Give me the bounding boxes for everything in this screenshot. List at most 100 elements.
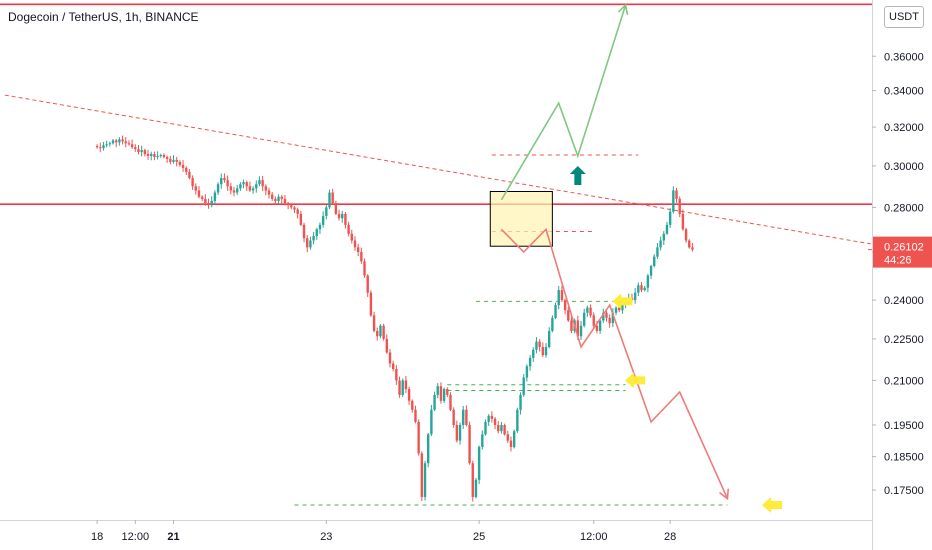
candle-body [130, 144, 134, 148]
candle-body [232, 190, 236, 193]
candle-body [659, 240, 662, 248]
y-tick-label: 0.18500 [884, 452, 924, 464]
candle-body [535, 341, 538, 350]
candle-body [99, 147, 102, 149]
candle-body [328, 192, 331, 208]
candle-body [471, 463, 474, 497]
forecast-up-path [500, 4, 627, 201]
candle-body [395, 369, 398, 381]
candle-body [226, 180, 229, 187]
candle-body [684, 229, 688, 241]
candle-body [111, 140, 115, 144]
currency-button[interactable]: USDT [884, 6, 924, 28]
candle-body [382, 325, 385, 339]
candle-body [637, 285, 640, 293]
forecast-down-path [500, 227, 729, 500]
candle-body [207, 203, 210, 206]
candle-body [500, 424, 503, 432]
candle-body [493, 418, 497, 425]
candle-body [146, 153, 150, 156]
candle-body [551, 317, 554, 331]
candle-body [385, 338, 389, 353]
candle-body [353, 240, 357, 248]
candle-body [286, 203, 290, 206]
candle-body [271, 194, 274, 199]
candle-body [417, 421, 420, 454]
candle-body [423, 463, 427, 497]
candle-body [411, 400, 414, 410]
candle-body [497, 424, 500, 432]
candle-body [592, 315, 595, 326]
candle-body [490, 415, 494, 419]
candle-body [105, 144, 108, 146]
candle-body [169, 158, 172, 162]
candle-body [427, 434, 430, 464]
candle-body [127, 143, 131, 145]
candle-body [188, 171, 191, 179]
candle-body [589, 307, 592, 316]
candle-body [442, 389, 446, 401]
y-tick-label: 0.22500 [884, 334, 924, 346]
candle-body [544, 346, 548, 356]
candle-body [611, 312, 615, 324]
candle-body [121, 139, 124, 142]
candle-body [194, 186, 197, 191]
candle-body [197, 190, 201, 197]
candle-body [102, 145, 105, 149]
candle-body [586, 307, 589, 313]
candle-body [306, 238, 309, 248]
candle-body [366, 275, 369, 293]
candle-body [108, 143, 112, 145]
candle-body [653, 256, 656, 267]
candle-body [175, 159, 178, 162]
y-tick-label: 0.28000 [884, 202, 924, 214]
candle-body [401, 380, 404, 395]
candle-body [283, 198, 287, 204]
marker-layer [569, 166, 783, 514]
candle-body [115, 140, 118, 143]
candle-body [213, 192, 217, 201]
candle-body [557, 290, 560, 306]
candle-body [618, 307, 621, 311]
x-tick-label: 21 [167, 531, 179, 543]
candle-body [538, 341, 541, 347]
candle-body [181, 164, 185, 168]
candle-body [398, 380, 401, 395]
candle-body [290, 205, 293, 208]
candle-body [643, 287, 646, 291]
candles-layer [95, 135, 694, 502]
candle-body [646, 275, 650, 288]
candle-body [675, 190, 678, 199]
candle-body [363, 261, 366, 276]
candle-body [134, 147, 137, 150]
candle-body [391, 363, 395, 370]
candle-body [430, 409, 433, 435]
candle-body [481, 434, 484, 447]
x-tick-label: 25 [473, 531, 485, 543]
candle-body [200, 196, 204, 199]
candle-body [516, 409, 519, 432]
candle-body [605, 312, 608, 318]
candle-body [484, 421, 487, 435]
candle-body [532, 349, 535, 358]
forecast-down-arrowhead [719, 488, 730, 501]
current-price-countdown: 44:26 [884, 255, 912, 267]
candle-body [621, 305, 624, 311]
candle-body [656, 247, 659, 257]
candle-body [140, 150, 143, 153]
candle-body [506, 434, 509, 441]
candle-body [312, 235, 315, 241]
candle-body [296, 209, 299, 214]
candle-body [245, 182, 248, 187]
candle-body [239, 184, 242, 189]
zone-box-layer [489, 190, 553, 247]
candle-body [347, 224, 350, 234]
candle-body [124, 141, 127, 144]
candle-body [331, 192, 334, 204]
candle-body [554, 305, 557, 318]
candle-body [465, 409, 468, 425]
x-tick-label: 28 [664, 531, 676, 543]
candle-body [191, 178, 194, 187]
